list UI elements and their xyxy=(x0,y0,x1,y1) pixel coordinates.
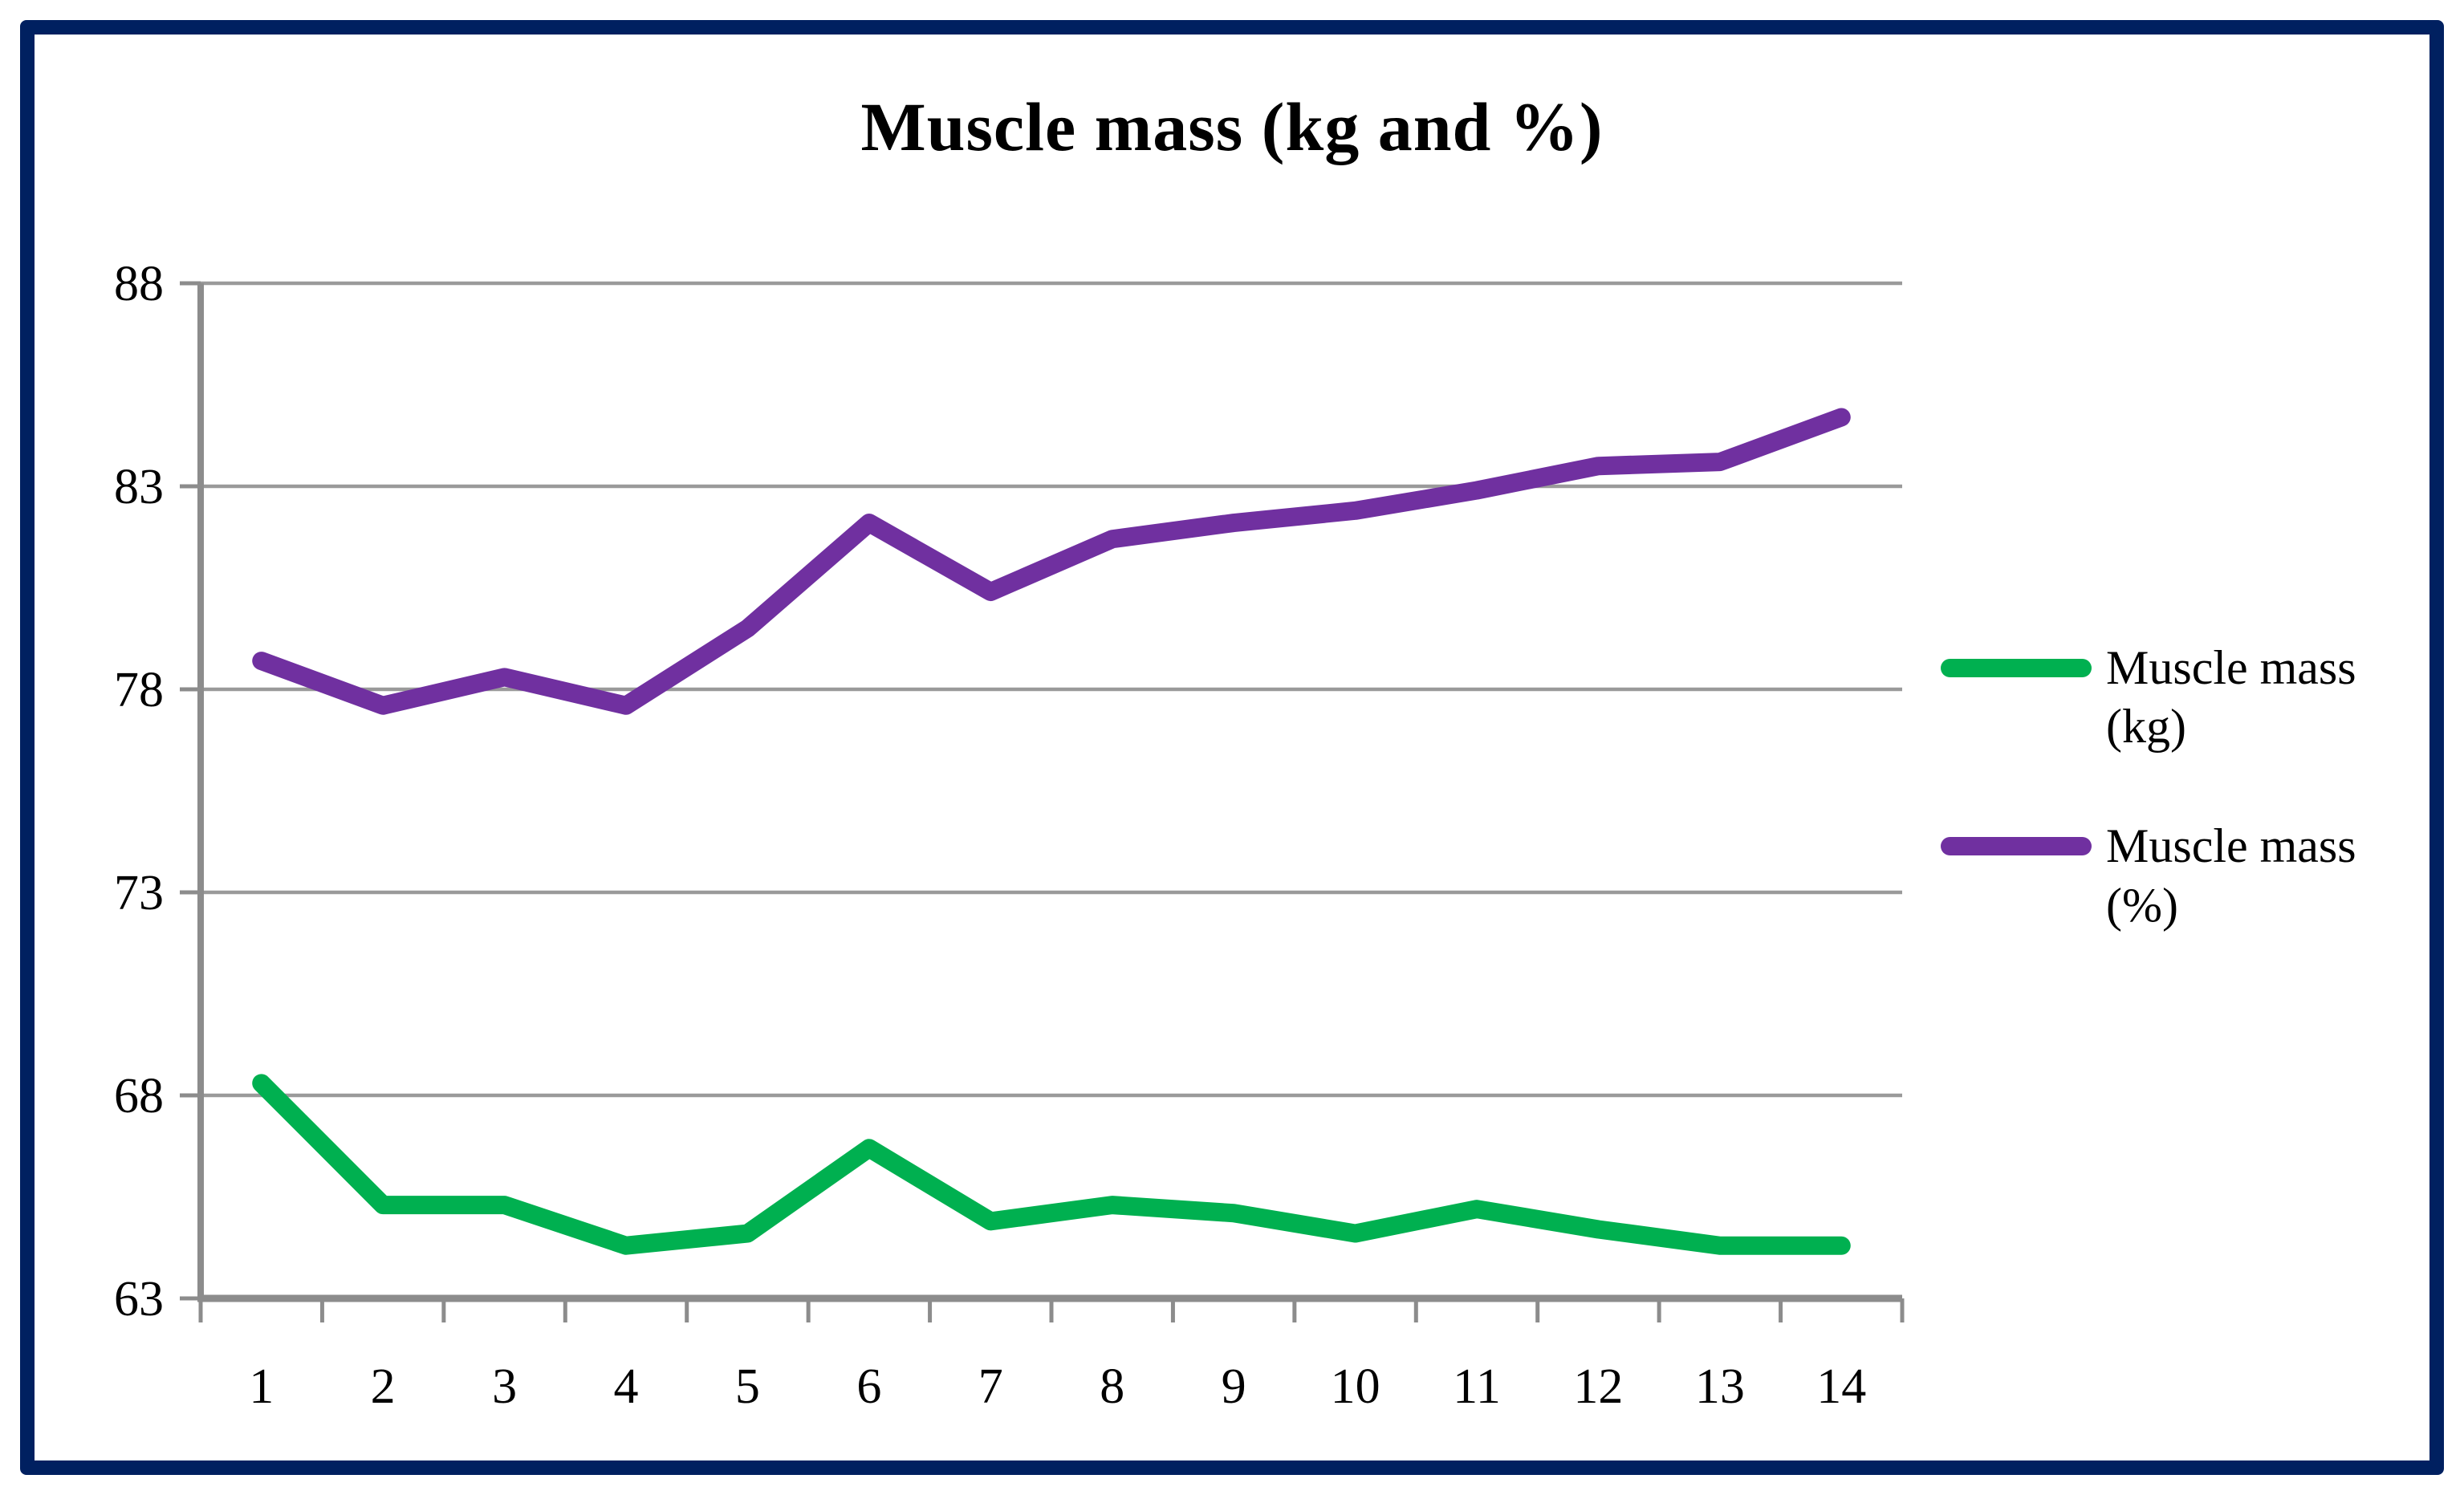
y-axis-label-63: 63 xyxy=(114,1272,164,1326)
x-axis-label-10: 10 xyxy=(1331,1359,1380,1414)
y-axis-label-78: 78 xyxy=(114,663,164,717)
x-axis-label-8: 8 xyxy=(1100,1359,1124,1414)
legend-label-percent: Muscle mass (%) xyxy=(2106,819,2356,932)
legend-label-kg: Muscle mass (kg) xyxy=(2106,641,2356,754)
muscle-mass-percent-line xyxy=(252,408,1851,715)
legend: Muscle mass (kg) Muscle mass (%) xyxy=(1941,639,2390,996)
muscle-mass-kg-line xyxy=(252,1074,1851,1255)
x-axis-label-7: 7 xyxy=(978,1359,1003,1414)
x-axis-label-1: 1 xyxy=(249,1359,274,1414)
legend-item-percent: Muscle mass (%) xyxy=(1941,817,2390,934)
x-axis-label-6: 6 xyxy=(856,1359,881,1414)
x-axis-label-11: 11 xyxy=(1453,1359,1501,1414)
y-axis-label-73: 73 xyxy=(114,866,164,920)
y-axis-label-88: 88 xyxy=(114,257,164,311)
x-axis-label-13: 13 xyxy=(1695,1359,1745,1414)
y-axis-label-68: 68 xyxy=(114,1069,164,1123)
x-axis-label-14: 14 xyxy=(1816,1359,1866,1414)
x-axis-label-5: 5 xyxy=(735,1359,760,1414)
kg-series-swatch-icon xyxy=(1941,659,2092,677)
x-axis-label-3: 3 xyxy=(492,1359,517,1414)
y-axis-label-83: 83 xyxy=(114,460,164,514)
chart-title: Muscle mass (kg and %) xyxy=(860,88,1604,165)
x-axis-label-2: 2 xyxy=(371,1359,396,1414)
x-axis-label-4: 4 xyxy=(614,1359,639,1414)
percent-series-swatch-icon xyxy=(1941,837,2092,856)
x-axis-label-9: 9 xyxy=(1222,1359,1246,1414)
legend-item-kg: Muscle mass (kg) xyxy=(1941,639,2390,756)
x-axis-label-12: 12 xyxy=(1573,1359,1623,1414)
